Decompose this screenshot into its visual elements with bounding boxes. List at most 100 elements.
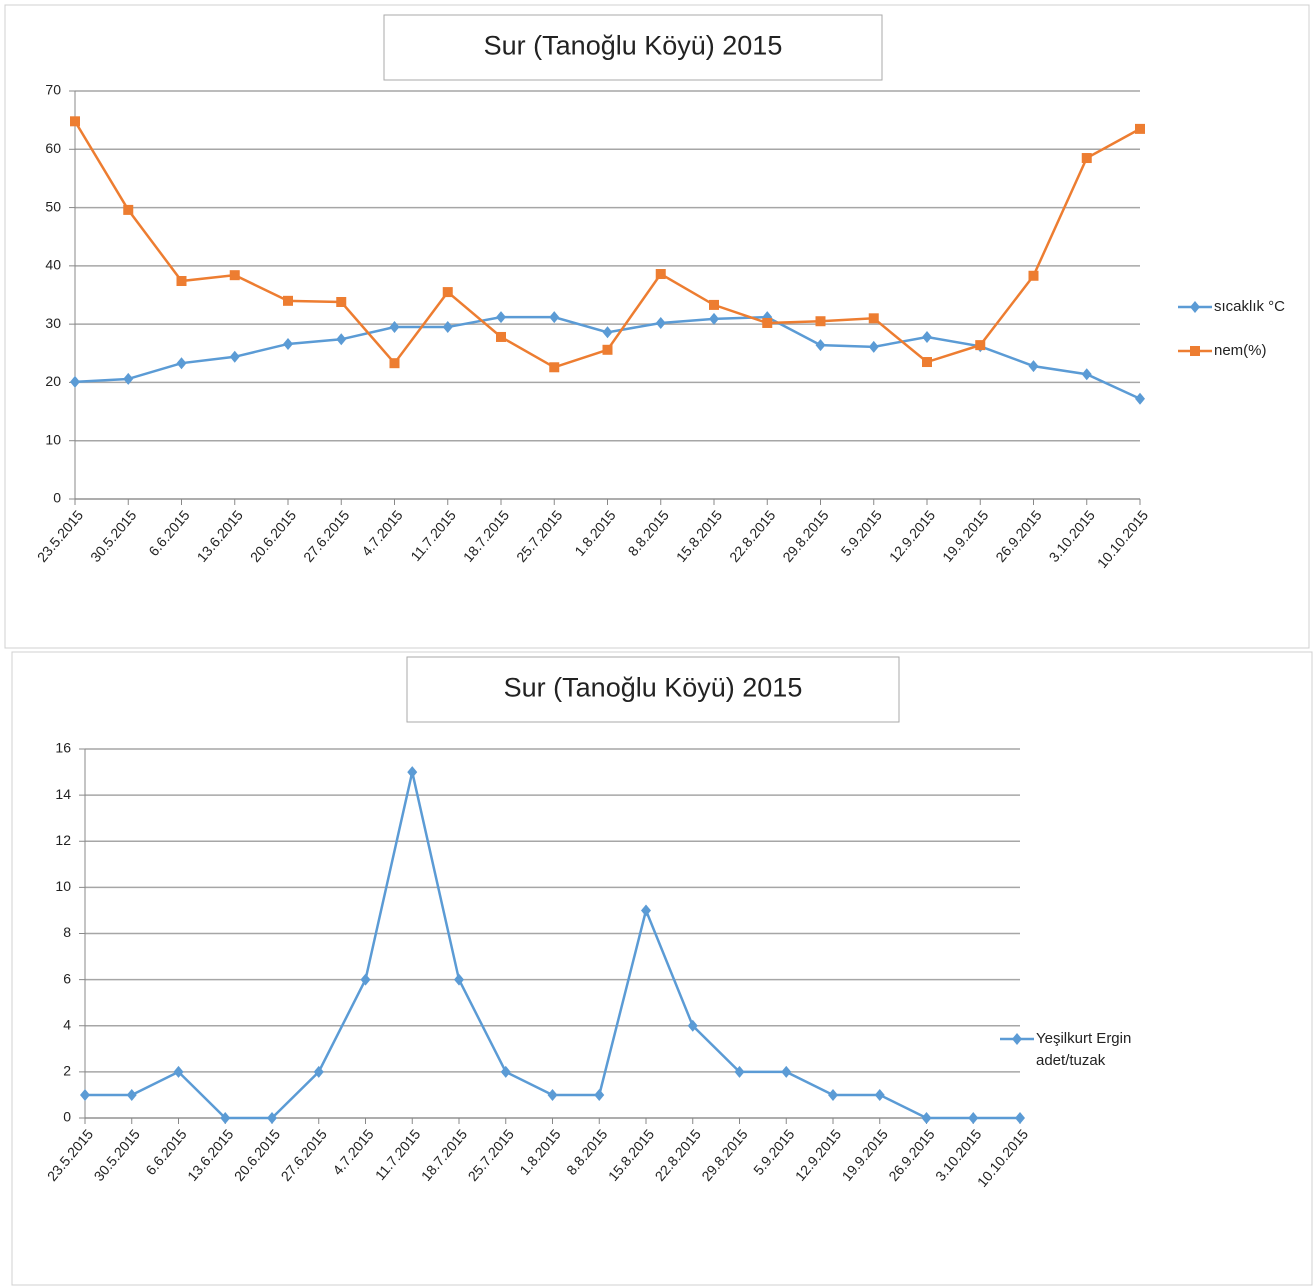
x-tick-label: 15.8.2015	[605, 1126, 657, 1184]
x-tick-label: 22.8.2015	[726, 507, 778, 565]
point	[602, 344, 613, 355]
x-tick-label: 20.6.2015	[231, 1126, 283, 1184]
x-tick-label: 5.9.2015	[838, 507, 885, 559]
point	[655, 316, 666, 329]
point	[496, 331, 506, 342]
point	[549, 311, 560, 324]
point	[594, 1088, 605, 1101]
legend-label: sıcaklık °C	[1214, 298, 1286, 315]
point	[687, 1019, 698, 1032]
point	[1190, 346, 1200, 356]
point	[709, 312, 719, 325]
point	[1081, 153, 1092, 164]
y-tick-label: 10	[45, 431, 61, 447]
point	[389, 358, 400, 369]
y-tick-label: 50	[45, 198, 61, 214]
point	[360, 973, 371, 986]
legend-entry: nem(%)	[1214, 342, 1267, 359]
point	[283, 337, 293, 350]
x-tick-label: 29.8.2015	[698, 1126, 750, 1184]
point	[123, 372, 134, 385]
point	[126, 1088, 137, 1101]
point	[968, 1112, 979, 1124]
point	[549, 362, 560, 373]
point	[442, 287, 453, 298]
x-tick-label: 6.6.2015	[142, 1126, 189, 1178]
y-tick-label: 70	[45, 82, 61, 98]
point	[1135, 392, 1145, 405]
x-tick-label: 12.9.2015	[792, 1126, 844, 1184]
x-tick-label: 11.7.2015	[372, 1126, 424, 1183]
point	[500, 1065, 511, 1078]
y-tick-label: 6	[63, 970, 71, 986]
x-tick-label: 25.7.2015	[465, 1126, 517, 1184]
point	[336, 333, 347, 346]
point	[815, 316, 826, 327]
x-tick-label: 26.9.2015	[992, 507, 1044, 565]
point	[874, 1088, 885, 1101]
chart-title: Sur (Tanoğlu Köyü) 2015	[504, 673, 803, 703]
y-tick-label: 30	[45, 315, 61, 331]
point	[921, 1112, 932, 1124]
x-tick-label: 11.7.2015	[407, 507, 459, 564]
title-box	[406, 656, 900, 723]
x-tick-label: 1.8.2015	[571, 507, 618, 559]
point	[1135, 123, 1145, 134]
x-tick-label: 23.5.2015	[34, 507, 86, 565]
x-tick-label: 27.6.2015	[300, 507, 352, 565]
x-tick-label: 5.9.2015	[750, 1126, 797, 1178]
series-line	[85, 771, 1020, 1120]
legend-label: nem(%)	[1214, 342, 1267, 359]
point	[641, 904, 651, 917]
title-box	[383, 14, 883, 81]
point	[454, 973, 464, 986]
point	[80, 1088, 90, 1101]
point	[1190, 301, 1200, 313]
point	[868, 340, 879, 353]
x-tick-label: 27.6.2015	[278, 1126, 330, 1184]
x-tick-label: 18.7.2015	[460, 507, 512, 565]
point	[602, 326, 613, 339]
x-tick-label: 6.6.2015	[145, 507, 192, 559]
point	[313, 1065, 324, 1078]
x-tick-label: 15.8.2015	[673, 507, 725, 565]
point	[815, 339, 826, 352]
chart-frame	[11, 651, 1313, 1286]
x-tick-label: 8.8.2015	[625, 507, 672, 559]
x-tick-label: 13.6.2015	[194, 507, 246, 565]
x-tick-label: 30.5.2015	[91, 1126, 143, 1184]
y-tick-label: 0	[63, 1109, 71, 1125]
x-tick-label: 8.8.2015	[563, 1126, 610, 1178]
point	[922, 357, 932, 368]
point	[922, 330, 932, 343]
point	[389, 321, 400, 334]
point	[868, 313, 879, 324]
chart-title: Sur (Tanoğlu Köyü) 2015	[484, 31, 783, 61]
point	[762, 317, 773, 328]
point	[1015, 1112, 1025, 1124]
y-tick-label: 0	[53, 490, 61, 506]
legend-entry: sıcaklık °C	[1214, 298, 1286, 315]
point	[781, 1065, 792, 1078]
x-tick-label: 1.8.2015	[516, 1126, 563, 1178]
y-tick-label: 16	[55, 740, 71, 756]
y-tick-label: 4	[63, 1016, 71, 1032]
legend-label: Yeşilkurt Ergin adet/tuzak	[1036, 1030, 1132, 1069]
point	[1028, 270, 1039, 281]
point	[709, 299, 719, 310]
x-tick-label: 23.5.2015	[44, 1126, 96, 1184]
y-tick-label: 60	[45, 140, 61, 156]
point	[496, 311, 506, 324]
x-tick-label: 3.10.2015	[1046, 507, 1098, 565]
y-tick-label: 10	[55, 878, 71, 894]
x-tick-label: 25.7.2015	[513, 507, 565, 565]
point	[229, 270, 240, 281]
x-tick-label: 19.9.2015	[839, 1126, 891, 1184]
point	[442, 321, 453, 334]
y-tick-label: 2	[63, 1063, 71, 1079]
point	[734, 1065, 745, 1078]
point	[123, 204, 134, 215]
x-tick-label: 4.7.2015	[358, 507, 405, 559]
point	[229, 350, 240, 363]
